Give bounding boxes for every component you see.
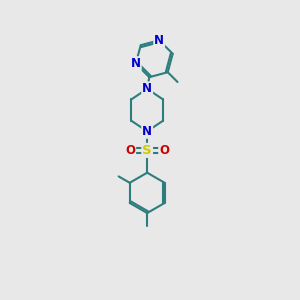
Text: O: O <box>125 144 135 157</box>
Text: S: S <box>142 144 152 157</box>
Text: O: O <box>159 144 169 157</box>
Text: N: N <box>154 34 164 47</box>
Text: N: N <box>142 125 152 138</box>
Text: N: N <box>131 57 141 70</box>
Text: N: N <box>142 82 152 95</box>
